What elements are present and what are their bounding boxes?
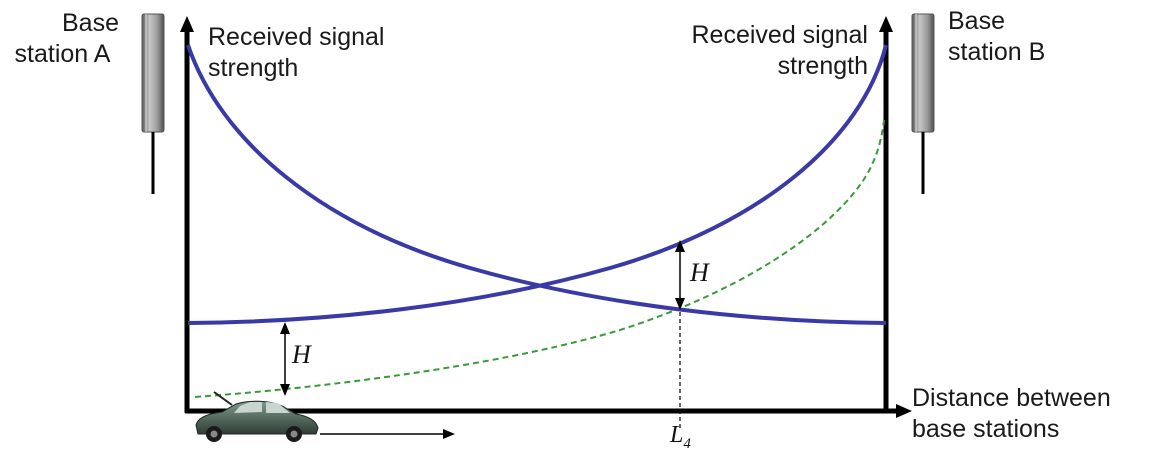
axes [180, 16, 912, 418]
base-station-b-label: Base station B [948, 7, 1046, 66]
hysteresis-arrow-right [675, 240, 685, 310]
x-axis-label: Distance between base stations [912, 384, 1111, 443]
car-icon [195, 391, 319, 442]
antenna-icon [911, 13, 935, 194]
antenna-icon [141, 13, 165, 194]
hysteresis-arrow-left [280, 322, 290, 396]
hysteresis-label-left: H [292, 340, 311, 369]
signal-curve-b [187, 44, 888, 325]
threshold-label: L4 [670, 422, 691, 452]
y-axis-label-right: Received signal strength [691, 21, 869, 80]
y-axis-label-left: Received signal strength [208, 23, 385, 82]
signal-curve-a [186, 44, 887, 325]
hysteresis-label-right: H [690, 258, 709, 287]
base-station-a-label: Base station A [14, 9, 119, 68]
arrow-right-icon [320, 429, 455, 439]
threshold-curve [194, 119, 885, 398]
